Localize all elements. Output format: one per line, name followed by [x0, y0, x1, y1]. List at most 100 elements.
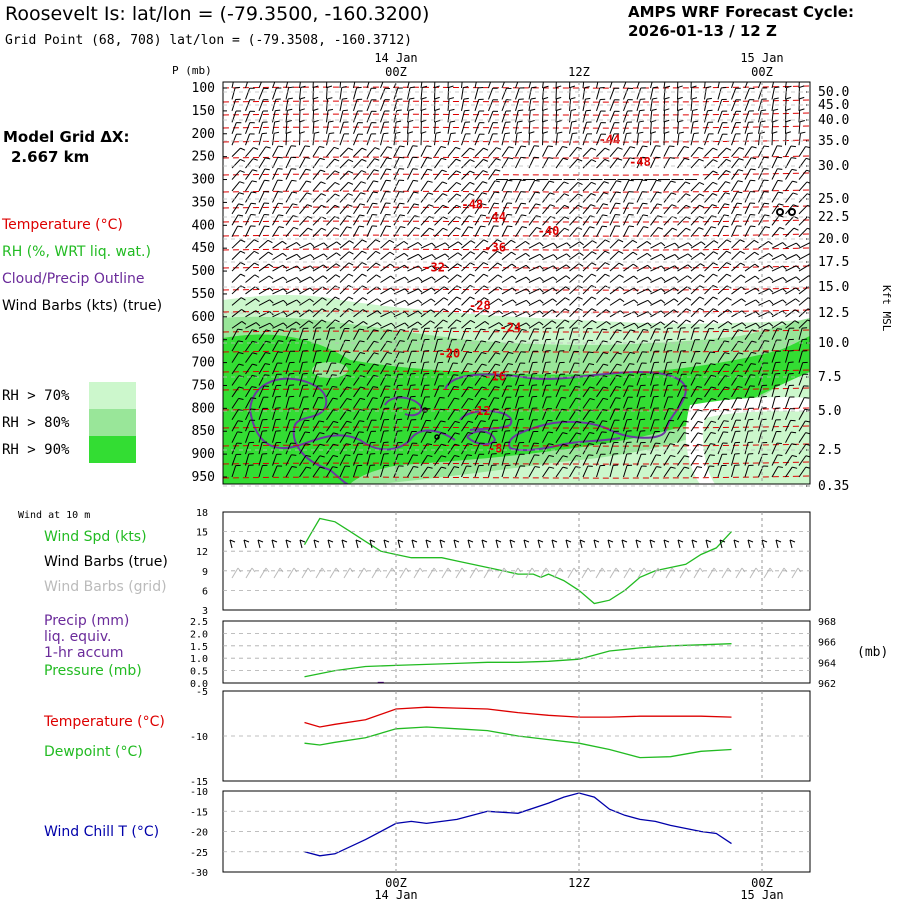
wind-barb: [488, 250, 498, 260]
wind-barb: [515, 419, 520, 432]
wind-barb-feather: [373, 386, 379, 389]
wind-barb: [744, 385, 751, 398]
wind-barb: [731, 88, 737, 100]
sfc-wind-barb-feather: [677, 539, 684, 543]
sfc-wind-barb-feather: [775, 539, 782, 543]
wind-barb-feather: [480, 420, 486, 422]
wind-barb-feather: [431, 265, 436, 270]
wind-barb-feather: [760, 120, 766, 123]
wind-barb: [569, 204, 579, 215]
wind-barb: [461, 328, 467, 340]
wind-barb-feather: [282, 276, 288, 281]
sfc-wind-barb: [467, 539, 471, 549]
wind-barb-feather: [237, 431, 243, 433]
wind-barb-feather: [483, 147, 489, 151]
wind-barb-feather: [795, 287, 801, 292]
wind-barb: [690, 98, 693, 111]
wind-barb-feather: [481, 192, 488, 195]
wind-barb: [677, 350, 682, 363]
wind-barb: [650, 203, 658, 215]
wind-barb-feather: [574, 374, 580, 376]
wind-barb-feather: [588, 443, 594, 446]
wind-barb-feather: [413, 179, 419, 182]
wind-barb-feather: [327, 108, 334, 111]
wind-barb: [461, 465, 467, 478]
grid-wind-barb-feather: [699, 567, 704, 573]
wind-barb: [434, 275, 445, 283]
wind-barb-feather: [539, 277, 544, 282]
isotherm-15: [223, 329, 810, 333]
wind-barb: [636, 121, 640, 134]
wind-barb: [447, 455, 455, 466]
wind-barb: [299, 265, 311, 272]
grid-wind-barb: [343, 567, 351, 579]
wind-barb-feather: [571, 120, 577, 123]
wind-barb: [326, 170, 336, 180]
wind-barb-feather: [308, 320, 314, 324]
wind-barb-feather: [314, 131, 320, 134]
wind-barb-feather: [626, 132, 632, 135]
wind-barb: [771, 145, 778, 157]
wind-barb-feather: [772, 119, 778, 123]
wind-barb-feather: [309, 276, 315, 281]
wind-barb: [785, 276, 797, 283]
wind-barb: [299, 298, 310, 306]
wind-barb-feather: [373, 169, 379, 172]
wind-barb: [380, 374, 387, 386]
wind-barb: [474, 203, 482, 215]
wind-barb-feather: [657, 203, 663, 206]
sfc-wind-barb: [649, 539, 653, 549]
wind-barb: [785, 328, 790, 340]
wind-barb: [636, 133, 639, 146]
wind-barb-feather: [469, 170, 475, 174]
wind-barb: [447, 443, 456, 455]
wind-barb: [515, 396, 520, 409]
wind-barb-feather: [642, 191, 648, 193]
wind-barb: [393, 121, 397, 134]
page-title: Roosevelt Is: lat/lon = (-79.3500, -160.…: [5, 3, 430, 25]
wind-barb: [798, 297, 809, 306]
wind-barb: [407, 168, 414, 180]
wind-barb-feather: [251, 180, 257, 183]
wind-barb: [312, 432, 320, 443]
sfc-wind-barb-feather: [411, 539, 418, 543]
wind-barb-feather: [400, 328, 406, 331]
wind-barb: [245, 322, 257, 329]
wind-barb-feather: [430, 309, 436, 313]
wind-barb-feather: [685, 204, 691, 208]
wind-barb: [609, 262, 620, 272]
wind-barb: [231, 363, 240, 375]
wind-barb: [420, 466, 429, 478]
wind-barb: [555, 253, 567, 261]
wind-barb-feather: [638, 120, 645, 123]
wind-barb: [420, 287, 432, 295]
wind-barb: [353, 328, 360, 340]
wind-barb-feather: [687, 275, 692, 280]
legend-precip-accum: 1-hr accum: [44, 645, 124, 661]
wind-barb-feather: [348, 170, 354, 174]
wind-barb-feather: [516, 131, 523, 134]
wind-barb: [650, 121, 652, 134]
sfc-wind-barb: [593, 539, 597, 549]
wind-barb: [245, 88, 251, 100]
grid-wind-barb: [399, 567, 407, 579]
wind-barb-feather: [444, 275, 449, 280]
wind-barb: [771, 253, 783, 261]
wind-barb: [501, 191, 508, 203]
wind-barb: [272, 179, 279, 192]
grid-wind-barb: [371, 567, 379, 579]
wind-barb-feather: [418, 277, 423, 282]
wind-barb: [785, 408, 791, 420]
wind-barb-feather: [319, 432, 325, 435]
wind-barb: [690, 432, 699, 443]
wind-barb-feather: [777, 466, 783, 468]
wind-barb: [704, 204, 713, 215]
wind-barb: [461, 122, 466, 134]
sfc-wind-barb: [397, 539, 401, 549]
rh-70-label: RH > 70%: [2, 388, 70, 404]
wind-barb: [771, 419, 777, 432]
wind-barb-feather: [575, 466, 581, 469]
wind-barb-feather: [481, 363, 487, 366]
wind-barb: [245, 386, 253, 398]
wind-barb-feather: [520, 156, 526, 159]
